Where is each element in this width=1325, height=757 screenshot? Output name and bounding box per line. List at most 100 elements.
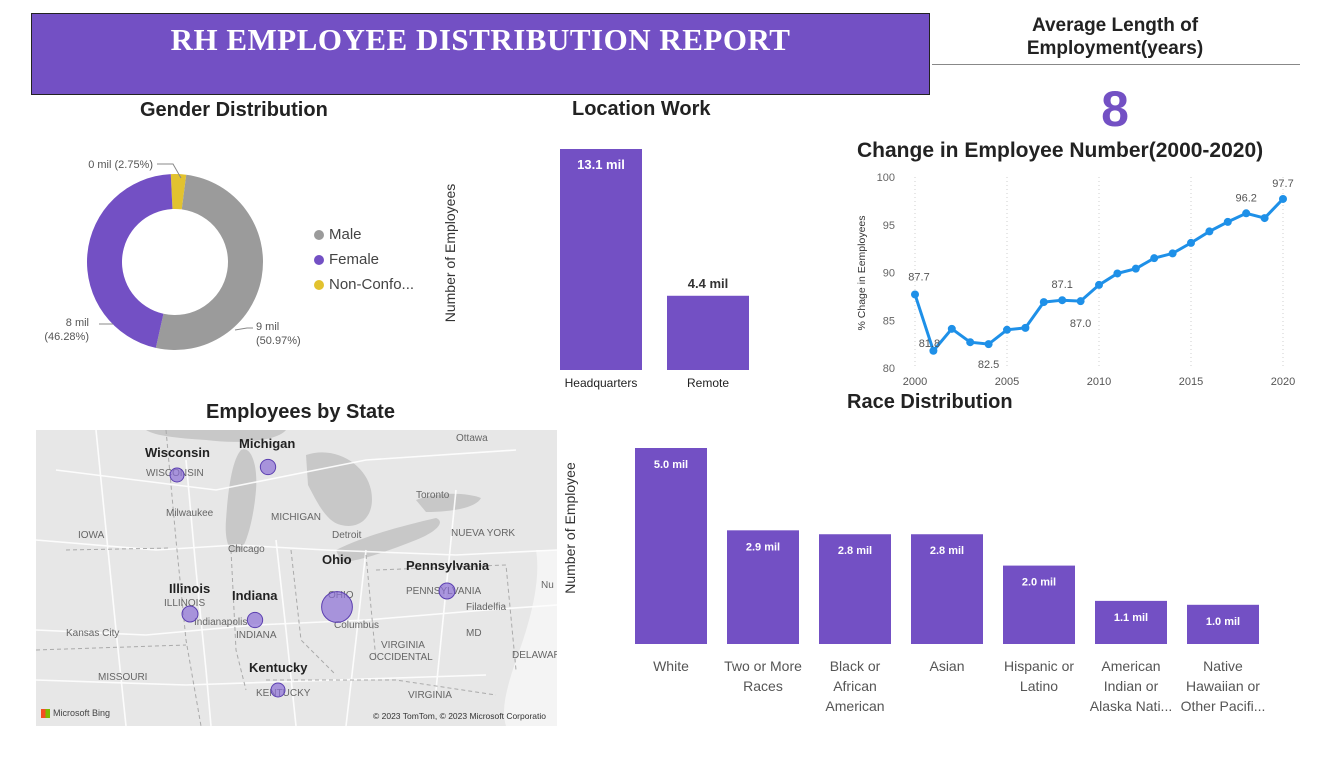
y-tick-label: 95 — [883, 220, 895, 232]
change-data-point[interactable] — [1223, 217, 1232, 226]
change-data-point[interactable] — [911, 290, 919, 299]
legend-item-non-conforming[interactable]: Non-Confo... — [314, 276, 414, 293]
map-place-label: INDIANA — [236, 630, 277, 641]
change-data-point[interactable] — [947, 324, 956, 333]
map-bubble-wisconsin[interactable] — [169, 467, 185, 483]
race-bar[interactable] — [635, 448, 707, 644]
location-y-axis-label: Number of Employees — [442, 184, 458, 323]
avg-employment-title-line1: Average Length of — [1031, 15, 1199, 36]
map-place-label: Kansas City — [66, 628, 120, 639]
map-state-label: Ohio — [322, 552, 352, 567]
avg-employment-title: Average Length of Employment(years) — [990, 14, 1240, 60]
change-data-point[interactable] — [929, 346, 938, 355]
change-data-point[interactable] — [966, 338, 975, 347]
change-data-point[interactable] — [1113, 269, 1122, 278]
change-data-label: 97.7 — [1272, 178, 1293, 190]
change-data-point[interactable] — [1095, 280, 1103, 289]
race-bar[interactable] — [727, 530, 799, 644]
microsoft-logo-icon — [41, 708, 50, 718]
race-bar-value-label: 1.1 mil — [1114, 612, 1148, 624]
location-category-label: Remote — [687, 376, 729, 390]
race-bar[interactable] — [1095, 600, 1167, 644]
employees-by-state-map[interactable]: OttawaWISCONSINTorontoMilwaukeeMICHIGAND… — [36, 430, 557, 726]
race-bar-value-label: 2.8 mil — [838, 545, 872, 557]
race-bar-value-label: 2.8 mil — [930, 545, 964, 557]
change-data-point[interactable] — [984, 340, 993, 349]
race-bar-value-label: 2.9 mil — [746, 541, 780, 553]
legend-label: Male — [329, 226, 362, 243]
map-state-label: Indiana — [232, 588, 278, 603]
map-bubble-kentucky[interactable] — [270, 682, 286, 698]
gender-donut-chart: 0 mil (2.75%) 9 mil (50.97%) 8 mil (46.28%) — [44, 159, 301, 350]
legend-item-male[interactable]: Male — [314, 226, 414, 243]
map-place-label: MICHIGAN — [271, 512, 321, 523]
donut-slice-female[interactable] — [86, 174, 173, 348]
change-data-label: 81.8 — [919, 338, 940, 350]
donut-slice-male[interactable] — [155, 174, 263, 350]
map-state-label: Pennsylvania — [406, 558, 490, 573]
change-data-point[interactable] — [1058, 296, 1067, 305]
change-data-point[interactable] — [1205, 227, 1214, 236]
location-category-label: Headquarters — [565, 376, 638, 390]
race-bar-value-label: 2.0 mil — [1022, 577, 1056, 589]
x-tick-label: 2015 — [1179, 376, 1203, 388]
change-data-point[interactable] — [1039, 298, 1048, 307]
race-bar[interactable] — [1187, 604, 1259, 644]
map-place-label: Milwaukee — [166, 508, 214, 519]
race-category-label: Two or More — [724, 658, 802, 674]
race-bar-value-label: 5.0 mil — [654, 459, 688, 471]
legend-dot-icon — [314, 229, 324, 240]
report-title: RH EMPLOYEE DISTRIBUTION REPORT — [170, 22, 791, 57]
change-data-point[interactable] — [1150, 254, 1159, 263]
location-bar-chart: Number of Employees 13.1 mil Headquarters 4… — [442, 149, 749, 390]
race-category-label: Native — [1203, 658, 1243, 674]
race-bar[interactable] — [819, 534, 891, 644]
leader-line — [234, 327, 253, 331]
map-place-label: IOWA — [78, 530, 105, 541]
slice-label-non-conforming: 0 mil (2.75%) — [88, 159, 153, 171]
change-data-point[interactable] — [1279, 194, 1287, 203]
race-category-label: White — [653, 658, 689, 674]
report-title-banner: RH EMPLOYEE DISTRIBUTION REPORT — [31, 13, 930, 95]
change-data-point[interactable] — [1242, 209, 1251, 218]
map-bubble-pennsylvania[interactable] — [438, 582, 456, 600]
change-data-point[interactable] — [1260, 214, 1269, 223]
map-place-label: OCCIDENTAL — [369, 652, 433, 663]
change-data-point[interactable] — [1131, 264, 1140, 273]
map-place-label: VIRGINIA — [381, 640, 425, 651]
race-category-label: Indian or — [1104, 678, 1159, 694]
race-bar-value-label: 1.0 mil — [1206, 616, 1240, 628]
y-tick-label: 90 — [883, 268, 895, 280]
race-bar[interactable] — [1003, 565, 1075, 644]
map-bubble-indiana[interactable] — [246, 611, 264, 629]
change-y-axis-label: % Chage in Eemployees — [856, 216, 868, 331]
change-data-point[interactable] — [1168, 249, 1177, 258]
race-category-label: Hawaiian or — [1186, 678, 1260, 694]
location-bar-remote[interactable] — [667, 295, 749, 370]
map-place-label: MD — [466, 628, 482, 639]
legend-dot-icon — [314, 254, 324, 265]
map-place-label: Ottawa — [456, 433, 488, 444]
change-data-label: 87.1 — [1051, 279, 1072, 291]
map-place-label: Indianapolis — [194, 617, 248, 628]
slice-label-male: 9 mil — [256, 321, 279, 333]
donut-slice-non-confo-[interactable] — [170, 174, 187, 210]
change-data-label: 82.5 — [978, 359, 999, 371]
map-bubble-michigan[interactable] — [259, 458, 277, 476]
legend-item-female[interactable]: Female — [314, 251, 414, 268]
slice-label-female: 8 mil — [66, 317, 89, 329]
change-data-point[interactable] — [1003, 325, 1011, 334]
legend-label: Non-Confo... — [329, 276, 415, 293]
gender-legend: Male Female Non-Confo... — [314, 226, 414, 293]
race-chart-title: Race Distribution — [847, 391, 1013, 413]
map-place-label: NUEVA YORK — [451, 528, 516, 539]
change-data-point[interactable] — [1187, 238, 1195, 247]
location-bar-headquarters[interactable] — [560, 149, 642, 370]
map-state-label: Illinois — [169, 581, 211, 596]
change-data-point[interactable] — [1076, 297, 1085, 306]
map-bubble-ohio[interactable] — [321, 591, 353, 623]
legend-label: Female — [329, 251, 380, 268]
map-bubble-illinois[interactable] — [181, 605, 199, 623]
race-bar[interactable] — [911, 534, 983, 644]
change-data-point[interactable] — [1021, 323, 1030, 332]
